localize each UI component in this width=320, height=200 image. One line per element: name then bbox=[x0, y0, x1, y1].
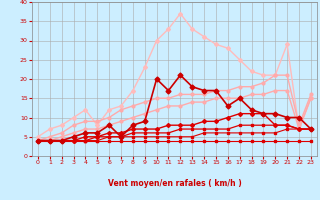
X-axis label: Vent moyen/en rafales ( km/h ): Vent moyen/en rafales ( km/h ) bbox=[108, 179, 241, 188]
